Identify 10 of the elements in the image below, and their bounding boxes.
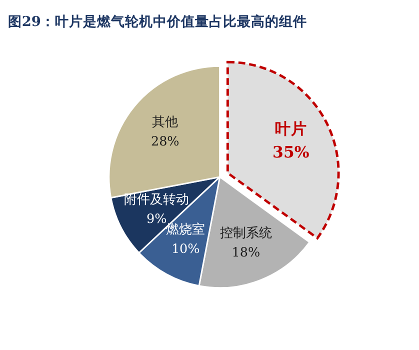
data-label: 35%	[272, 142, 310, 162]
data-label: 9%	[146, 212, 167, 227]
slice-label: 燃烧室	[166, 221, 206, 238]
data-label: 10%	[171, 242, 200, 257]
slice-label: 其他	[152, 114, 178, 130]
data-label: 28%	[150, 134, 180, 150]
data-label: 18%	[232, 246, 260, 261]
slice-label: 叶片	[274, 118, 307, 138]
chart-title: 图29：叶片是燃气轮机中价值量占比最高的组件	[8, 12, 307, 30]
slice-label: 控制系统	[220, 226, 272, 242]
